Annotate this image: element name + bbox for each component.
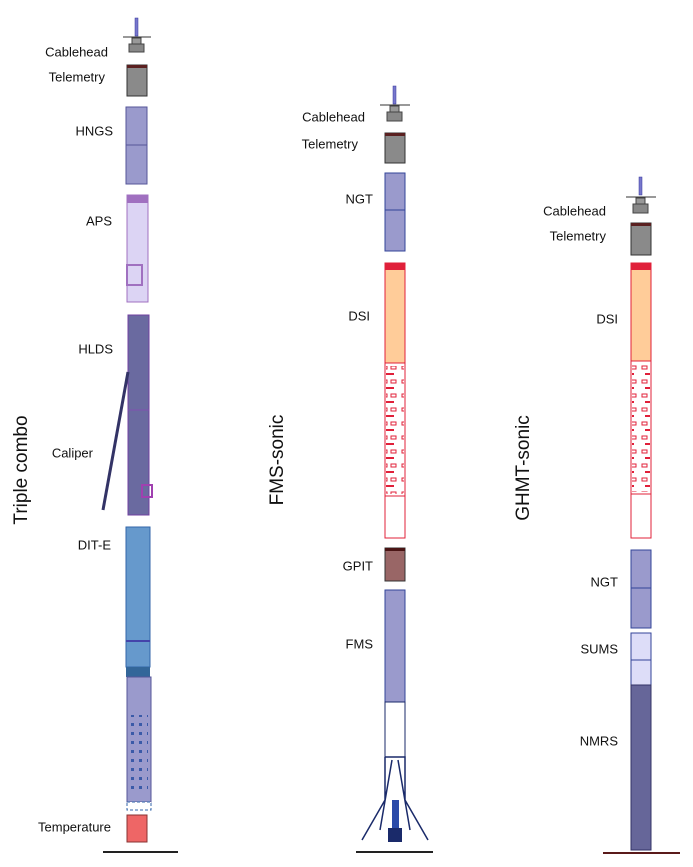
fms-sub [384,701,406,758]
cablehead-shape [632,203,649,214]
fms-shape [384,589,406,703]
cablehead-shape [389,105,400,113]
tool-label: FMS [346,636,374,651]
tool-label: NGT [591,574,619,589]
telemetry-cap [127,65,147,68]
tool-label: Telemetry [49,69,106,84]
caliper-arm [101,371,130,511]
cablehead-shape [131,37,142,45]
tool-label: DSI [596,311,618,326]
string-ghmt-sonic: GHMT-sonic Cablehead Telemetry DSI NGT S… [513,176,680,854]
telemetry-cap [385,133,405,136]
cablehead-shape [128,43,145,53]
tool-label: Caliper [52,445,94,460]
telemetry-shape [384,132,406,164]
cable [392,85,397,105]
aps-cap [127,195,148,203]
fms-nose [388,828,402,842]
tool-label: Telemetry [550,228,607,243]
telemetry-cap [631,223,651,226]
dsi-cap [385,263,405,270]
dsi-shape [630,262,652,362]
dot-pattern [130,715,148,795]
string-fms-sonic: FMS-sonic Cablehead Telemetry NGT DSI GP… [267,85,433,853]
dsi-cap [631,263,651,270]
tool-label: HNGS [75,123,113,138]
tool-label: Telemetry [302,136,359,151]
telemetry-shape [630,222,652,256]
cablehead-shape [386,111,403,122]
tool-label: APS [86,213,112,228]
nmrs-shape [630,684,652,851]
aps-detail [126,264,143,286]
sub [126,801,152,811]
tool-label: NGT [346,191,374,206]
string-name: FMS-sonic [267,415,288,506]
string-name: GHMT-sonic [513,415,534,521]
string-triple-combo: Triple combo Cablehead Telemetry HNGS AP… [11,17,178,853]
tool-label: GPIT [343,558,373,573]
tool-label: DIT-E [78,537,112,552]
temperature-shape [126,814,148,843]
receiver-pattern [386,366,404,494]
hlds-shape [127,314,150,516]
tool-label: HLDS [78,341,113,356]
dit-e-shape [125,526,151,668]
cablehead-shape [635,197,646,205]
dsi-shape [384,262,406,364]
tool-label: Cablehead [45,44,108,59]
tool-label: NMRS [580,733,619,748]
tool-label: Cablehead [543,203,606,218]
sums-shape [630,632,652,686]
telemetry-shape [126,64,148,97]
dit-e-band [126,667,150,677]
fms-arms [361,756,429,841]
ngt-shape [630,549,652,629]
gpit-shape [384,547,406,582]
cable [134,17,139,37]
tool-label: Cablehead [302,109,365,124]
tool-label: SUMS [580,641,618,656]
receiver-pattern [632,364,650,492]
fms-pad [392,800,399,830]
ngt-shape [384,172,406,252]
cable [638,176,643,196]
gpit-cap [385,548,405,551]
tool-label: Temperature [38,819,111,834]
string-name: Triple combo [11,415,32,524]
caliper-pad [141,484,153,498]
tool-label: DSI [348,308,370,323]
